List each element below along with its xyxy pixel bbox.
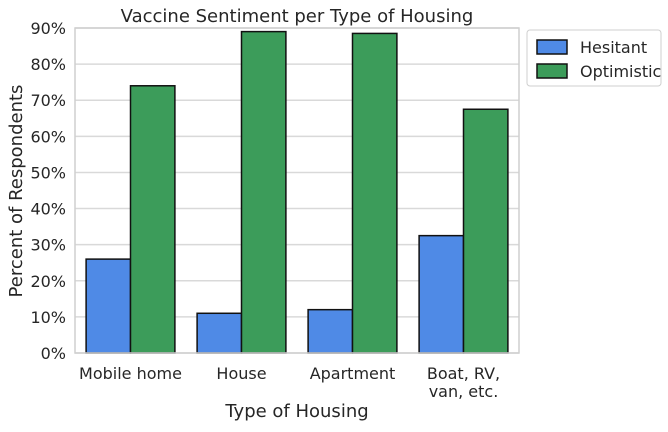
legend-swatch-optimistic <box>536 63 568 79</box>
bar-optimistic-2 <box>351 32 398 354</box>
x-axis-ticks: Mobile home House Apartment Boat, RV,van, e… <box>79 364 500 401</box>
x-axis-label: Type of Housing <box>224 401 368 422</box>
bar-optimistic-1 <box>240 30 287 354</box>
bar-hesitant-1 <box>196 312 243 354</box>
y-axis-ticks: 0% 10% 20% 30% 40% 50% 60% 70% 80% 90% <box>30 19 66 363</box>
bars <box>85 30 509 354</box>
y-tick-label: 90% <box>30 19 66 38</box>
legend-label-optimistic: Optimistic <box>580 62 661 81</box>
bar-optimistic-3 <box>462 108 509 354</box>
y-tick-label: 70% <box>30 91 66 110</box>
y-tick-label: 80% <box>30 55 66 74</box>
legend-label-hesitant: Hesitant <box>580 38 647 57</box>
y-tick-label: 40% <box>30 200 66 219</box>
bar-hesitant-0 <box>85 258 132 354</box>
y-tick-label: 10% <box>30 308 66 327</box>
y-tick-label: 30% <box>30 236 66 255</box>
bar-optimistic-0 <box>129 85 176 354</box>
bar-hesitant-2 <box>307 308 354 354</box>
x-tick-label: Mobile home <box>79 364 182 383</box>
legend-swatch-hesitant <box>536 39 568 55</box>
legend: Hesitant Optimistic <box>526 29 662 87</box>
chart-title: Vaccine Sentiment per Type of Housing <box>121 6 474 27</box>
x-tick-label: Apartment <box>310 364 396 383</box>
legend-items: Hesitant Optimistic <box>536 38 661 81</box>
y-tick-label: 60% <box>30 127 66 146</box>
x-tick-label: van, etc. <box>429 382 499 401</box>
bar-hesitant-3 <box>418 234 465 354</box>
y-tick-label: 50% <box>30 163 66 182</box>
plot-frame <box>74 27 520 354</box>
x-tick-label: Boat, RV, <box>427 364 500 383</box>
y-tick-label: 20% <box>30 272 66 291</box>
y-axis-label: Percent of Respondents <box>6 85 27 298</box>
y-tick-label: 0% <box>41 344 66 363</box>
x-tick-label: House <box>216 364 266 383</box>
